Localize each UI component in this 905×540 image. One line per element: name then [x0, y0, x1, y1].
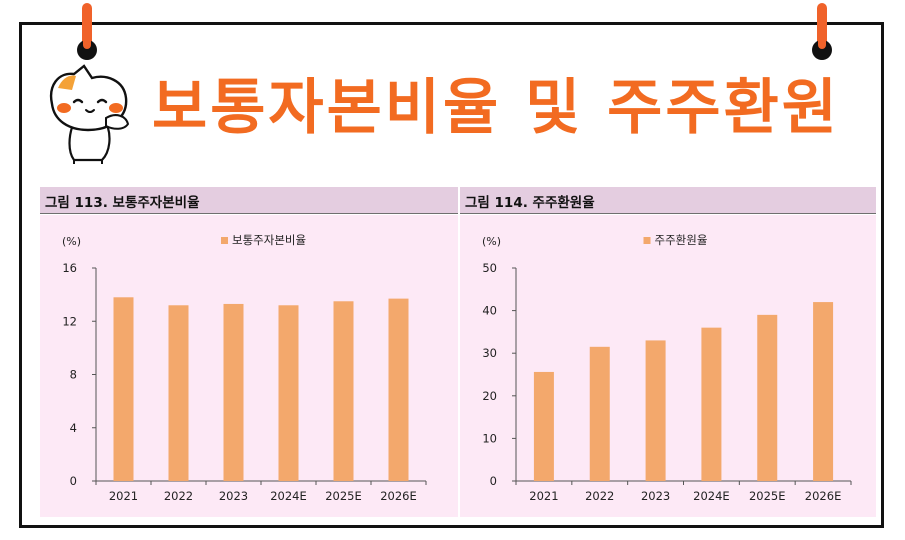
bar [388, 298, 409, 481]
y-tick-label: 40 [482, 304, 497, 318]
x-tick-label: 2022 [164, 489, 193, 503]
bar [278, 305, 299, 481]
legend-label: 주주환원율 [655, 233, 708, 247]
binder-pin-right-icon [812, 3, 832, 60]
bar [223, 303, 244, 481]
x-tick-label: 2023 [219, 489, 248, 503]
legend-swatch [221, 237, 228, 244]
y-tick-label: 30 [482, 346, 497, 360]
x-tick-label: 2021 [529, 489, 558, 503]
bar [589, 346, 610, 481]
x-tick-label: 2024E [270, 489, 307, 503]
chart-panel-cet1: 그림 113. 보통주자본비율 (%) 보통주자본비율 0 4 8 12 16 2021 202… [40, 187, 458, 517]
x-tick-label: 2021 [109, 489, 138, 503]
bar [533, 371, 554, 481]
x-tick-label: 2022 [585, 489, 614, 503]
y-axis-unit-label: (%) [62, 235, 81, 248]
y-tick-label: 16 [62, 261, 77, 275]
y-tick-label: 8 [70, 368, 77, 382]
y-tick-label: 20 [482, 389, 497, 403]
chart-panel-shareholder-return: 그림 114. 주주환원율 (%) 주주환원율 0 10 20 30 40 50 2021 202… [460, 187, 876, 517]
x-tick-label: 2025E [749, 489, 786, 503]
x-tick-label: 2025E [325, 489, 362, 503]
cet1-ratio-chart: (%) 보통주자본비율 0 4 8 12 16 2021 2022 2023 2024E 2025E 2… [62, 233, 427, 503]
bar [757, 314, 778, 481]
y-tick-label: 0 [70, 474, 77, 488]
y-tick-label: 0 [490, 474, 497, 488]
bar [333, 301, 354, 481]
cat-mascot-icon [49, 64, 130, 164]
bar [645, 340, 666, 481]
chart-body: (%) 보통주자본비율 0 4 8 12 16 2021 2022 2023 2024E 2025E 2… [40, 215, 458, 517]
x-tick-label: 2026E [805, 489, 842, 503]
chart-title: 그림 114. 주주환원율 [465, 195, 595, 211]
legend-label: 보통주자본비율 [232, 233, 306, 247]
bar [813, 302, 834, 481]
chart-body: (%) 주주환원율 0 10 20 30 40 50 2021 2022 2023 2024E 2025… [460, 215, 876, 517]
x-tick-label: 2026E [380, 489, 417, 503]
bar [168, 305, 189, 481]
chart-header: 그림 114. 주주환원율 [460, 187, 876, 214]
y-tick-label: 4 [70, 421, 77, 435]
x-tick-label: 2023 [641, 489, 670, 503]
legend-swatch [643, 237, 651, 244]
bar [701, 327, 722, 481]
y-tick-label: 10 [482, 431, 497, 445]
page-title: 보통자본비율 및 주주환원 [152, 73, 840, 143]
chart-header: 그림 113. 보통주자본비율 [40, 187, 458, 214]
binder-pin-left-icon [77, 3, 97, 60]
chart-title: 그림 113. 보통주자본비율 [45, 195, 200, 211]
shareholder-return-chart: (%) 주주환원율 0 10 20 30 40 50 2021 2022 2023 2024E 2025… [482, 233, 852, 503]
y-tick-label: 50 [482, 261, 497, 275]
x-tick-label: 2024E [693, 489, 730, 503]
y-axis-unit-label: (%) [482, 235, 501, 248]
y-tick-label: 12 [62, 314, 77, 328]
bar [113, 297, 134, 481]
